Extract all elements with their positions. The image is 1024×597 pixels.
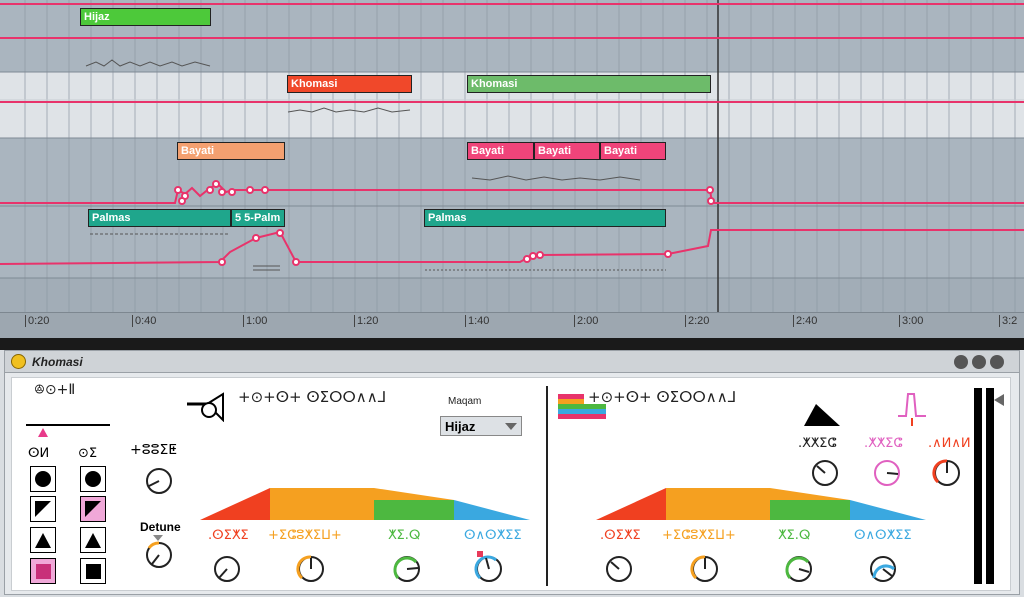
sustain-knob-right[interactable] [784, 554, 814, 584]
pitch-slider-line[interactable] [26, 424, 110, 426]
chevron-down-icon [505, 423, 517, 430]
filter-shape-icon [804, 404, 840, 426]
top-left-glyph: ꔮ⊙+Ⅱ [34, 382, 76, 398]
knob-glyph-label: +ⵓⵓⵉⵟ [130, 442, 178, 458]
time-ruler[interactable]: 0:20 0:40 1:00 1:20 1:40 2:00 2:20 2:40 … [0, 312, 1024, 338]
release-knob-right[interactable] [868, 554, 898, 584]
detune-label: Detune [140, 520, 181, 534]
sustain-knob-left[interactable] [392, 554, 422, 584]
oscillator-left-label: +⊙+ⵙ+ ⵙⵉⵔⵔ∧∧⅃ [238, 388, 387, 406]
cutoff-knob[interactable] [810, 458, 840, 488]
release-label-right: ⵙ∧ⵙⵅⵉⵉ [854, 528, 912, 543]
shape-square-button-a[interactable] [30, 558, 56, 584]
resonance-knob[interactable] [872, 458, 902, 488]
clip-palmas-1[interactable]: Palmas [88, 209, 231, 227]
clip-bayati-3[interactable]: Bayati [534, 142, 600, 160]
decay-knob-right[interactable] [690, 554, 720, 584]
ruler-tick: 2:40 [792, 315, 818, 327]
device-body: ꔮ⊙+Ⅱ ⵙⵍ ⊙ⵉ +ⵓⵓⵉⵟ Detune +⊙+ⵙ+ ⵙⵉⵔⵔ∧∧⅃ Ma… [11, 377, 1011, 591]
clip-khomasi-2[interactable]: Khomasi [467, 75, 711, 93]
device-panel: Khomasi ꔮ⊙+Ⅱ ⵙⵍ ⊙ⵉ +ⵓⵓⵉⵟ Detune +⊙+ⵙ+ ⵙⵉ… [4, 350, 1020, 595]
output-meter-left [974, 388, 982, 584]
clip-hijaz[interactable]: Hijaz [80, 8, 211, 26]
ruler-tick: 2:20 [684, 315, 710, 327]
ruler-tick: 0:20 [24, 315, 50, 327]
ruler-tick: 1:40 [464, 315, 490, 327]
ruler-tick: 3:00 [898, 315, 924, 327]
shape-triangle-button-b[interactable] [80, 527, 106, 553]
maqam-select[interactable]: Hijaz [440, 416, 522, 436]
clip-palmas-3[interactable]: Palmas [424, 209, 666, 227]
ruler-tick: 3:2 [998, 315, 1018, 327]
shape-circle-button-a[interactable] [30, 466, 56, 492]
settings-icon[interactable] [954, 355, 968, 369]
release-marker-left [477, 551, 483, 557]
shape-square-button-b[interactable] [80, 558, 106, 584]
clip-bayati-4[interactable]: Bayati [600, 142, 666, 160]
shape-triangle-button-a[interactable] [30, 527, 56, 553]
track-lane-empty[interactable] [0, 278, 1024, 312]
attack-label-left: .ⵙⵉⵅⵉ [208, 528, 249, 543]
view-divider[interactable] [0, 338, 1024, 350]
filter-label-1: .ⵅⵅⵉⵛ [798, 436, 837, 451]
maqam-label: Maqam [448, 396, 482, 407]
ruler-tick: 1:20 [353, 315, 379, 327]
ruler-tick: 1:00 [242, 315, 268, 327]
volume-slider-icon[interactable] [994, 394, 1004, 406]
envelope-graph-right[interactable] [596, 484, 936, 520]
rainbow-icon [558, 394, 606, 419]
clip-khomasi-1[interactable]: Khomasi [287, 75, 412, 93]
sustain-label-right: ⵅⵉ.ⵕ [778, 528, 811, 543]
pitch-slider-marker[interactable] [38, 428, 48, 437]
drive-knob[interactable] [932, 458, 962, 488]
decay-label-right: +ⵉⵛⵓⵅⵉⵡ+ [662, 528, 736, 543]
release-knob-left[interactable] [474, 554, 504, 584]
speaker-icon [187, 392, 224, 422]
clip-bayati-2[interactable]: Bayati [467, 142, 534, 160]
refresh-icon[interactable] [972, 355, 986, 369]
clip-bayati-1[interactable]: Bayati [177, 142, 285, 160]
tune-knob[interactable] [144, 466, 174, 496]
release-label-left: ⵙ∧ⵙⵅⵉⵉ [464, 528, 522, 543]
ruler-tick: 0:40 [131, 315, 157, 327]
shape-circle-button-b[interactable] [80, 466, 106, 492]
shape-ramp-button-b[interactable] [80, 496, 106, 522]
attack-label-right: .ⵙⵉⵅⵉ [600, 528, 641, 543]
clip-palmas-2[interactable]: 5 5-Palm [231, 209, 285, 227]
resonance-icon [898, 393, 926, 426]
decay-knob-left[interactable] [296, 554, 326, 584]
save-icon[interactable] [990, 355, 1004, 369]
output-meter-right [986, 388, 994, 584]
detune-marker [153, 535, 163, 541]
sustain-label-left: ⵅⵉ.ⵕ [388, 528, 421, 543]
detune-knob[interactable] [144, 540, 174, 570]
envelope-graph-left[interactable] [200, 484, 540, 520]
shape-ramp-button-a[interactable] [30, 496, 56, 522]
column-header-b: ⊙ⵉ [78, 446, 98, 461]
ruler-tick: 2:00 [573, 315, 599, 327]
column-header-a: ⵙⵍ [28, 446, 50, 461]
device-power-icon[interactable] [11, 354, 26, 369]
attack-knob-right[interactable] [604, 554, 634, 584]
filter-label-2: .ⵅⵅⵉⵛ [864, 436, 903, 451]
attack-knob-left[interactable] [212, 554, 242, 584]
device-title: Khomasi [32, 355, 83, 369]
device-title-bar: Khomasi [5, 351, 1019, 373]
arrangement-view[interactable]: Hijaz Khomasi Khomasi Bayati Bayati Baya… [0, 0, 1024, 312]
section-separator [546, 386, 548, 586]
decay-label-left: +ⵉⵛⵓⵅⵉⵡ+ [268, 528, 342, 543]
oscillator-right-label: +⊙+ⵙ+ ⵙⵉⵔⵔ∧∧⅃ [588, 388, 737, 406]
maqam-select-value: Hijaz [445, 419, 476, 434]
filter-label-3: .∧ⵍ∧ⵍ [928, 436, 971, 451]
